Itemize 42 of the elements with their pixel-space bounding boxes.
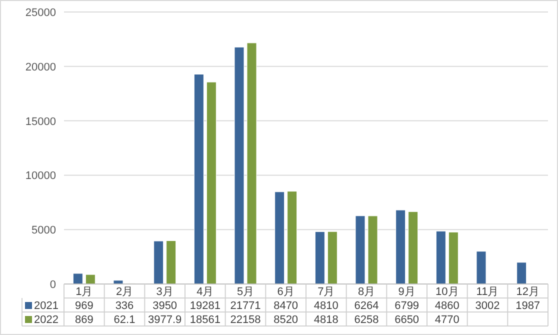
x-tick-label: 11月 — [476, 286, 499, 298]
data-label: 8470 — [274, 300, 298, 312]
y-tick-label: 20000 — [25, 61, 56, 74]
data-label: 6258 — [354, 314, 379, 326]
data-label: 4818 — [314, 314, 338, 326]
x-tick-label: 2月 — [116, 286, 134, 298]
y-tick-label: 10000 — [25, 170, 56, 182]
x-tick-label: 12月 — [516, 286, 540, 298]
data-label: 3977.9 — [148, 314, 182, 326]
y-tick-label: 5000 — [32, 224, 56, 237]
legend-label: 2021 — [34, 300, 58, 312]
data-label: 3002 — [475, 300, 500, 312]
data-label: 8520 — [274, 314, 298, 326]
data-label: 969 — [74, 300, 94, 312]
data-label: 336 — [115, 300, 134, 312]
y-tick-label: 15000 — [25, 116, 56, 128]
x-tick-label: 5月 — [236, 286, 254, 298]
x-tick-label: 7月 — [318, 286, 335, 298]
data-label: 4770 — [434, 314, 460, 326]
y-tick-label: 0 — [50, 279, 56, 291]
data-label: 1987 — [516, 300, 540, 312]
data-label: 18561 — [190, 314, 220, 326]
data-label: 4810 — [314, 300, 338, 312]
data-label: 869 — [74, 314, 94, 326]
y-tick-label: 25000 — [25, 7, 56, 19]
x-tick-label: 1月 — [76, 286, 93, 298]
data-label: 19281 — [190, 300, 220, 312]
data-label: 4860 — [434, 300, 460, 312]
data-label: 6264 — [354, 300, 379, 312]
x-tick-label: 8月 — [358, 286, 376, 298]
data-label: 3950 — [152, 300, 178, 312]
data-label: 6799 — [394, 300, 420, 312]
x-tick-label: 3月 — [156, 286, 174, 298]
data-label: 22158 — [230, 314, 261, 326]
data-label: 21771 — [230, 300, 261, 312]
x-tick-label: 6月 — [277, 286, 294, 298]
legend-label: 2022 — [34, 314, 58, 326]
data-label: 6650 — [394, 314, 420, 326]
data-label: 62.1 — [114, 314, 136, 326]
x-tick-label: 4月 — [196, 286, 214, 298]
x-tick-label: 10月 — [436, 286, 459, 298]
x-tick-label: 9月 — [398, 286, 416, 298]
